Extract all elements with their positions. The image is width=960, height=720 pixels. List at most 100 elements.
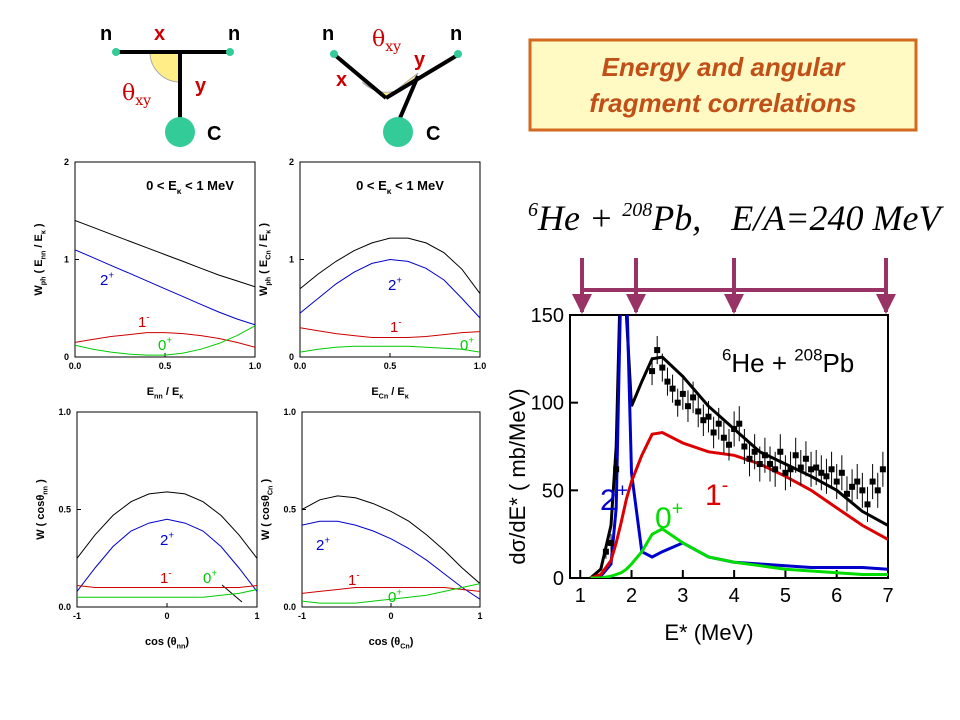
- y-tick-label: 0.5: [283, 505, 296, 515]
- label: xy: [135, 93, 151, 109]
- label: Pb,: [651, 198, 701, 238]
- data-point: [874, 487, 881, 494]
- data-point: [864, 501, 871, 508]
- text-part: W ( cosθ: [35, 495, 47, 540]
- text-part: < 1 MeV: [392, 178, 445, 193]
- y-axis-label: Wph ( ECn / Eκ ): [258, 223, 272, 296]
- angle-label: θxy: [122, 81, 151, 109]
- data-point: [608, 539, 615, 546]
- data-point: [695, 408, 702, 415]
- curve-label: 0+: [655, 498, 683, 536]
- curve-label: 0+: [203, 568, 217, 587]
- text-part: Cn: [264, 250, 272, 260]
- curve: [302, 520, 480, 600]
- text-part: nn: [39, 251, 47, 260]
- chart: -1 0 10.00.51.02+1-0+cos (θCn)W ( cosθCn ): [260, 407, 483, 650]
- y-tick-label: 0.0: [58, 602, 71, 612]
- text-part: -: [722, 475, 729, 497]
- text-part: / E: [388, 386, 405, 398]
- text-part: nn: [41, 486, 49, 495]
- text-part: ): [185, 636, 189, 648]
- data-point: [777, 448, 784, 455]
- data-point: [613, 466, 620, 473]
- curve-label: 1-: [705, 475, 728, 513]
- label: n: [450, 23, 462, 45]
- text-part: ): [35, 479, 47, 486]
- data-point: [731, 425, 738, 432]
- curve-label: 0+: [388, 587, 402, 606]
- y-tick-label: 100: [531, 393, 564, 415]
- text-part: nn: [177, 642, 186, 650]
- curve-label: 2+: [600, 480, 628, 518]
- data-point: [854, 478, 861, 485]
- curve-label: 2+: [160, 530, 174, 549]
- x-tick-label: 0: [388, 611, 393, 621]
- text-part: Cn: [266, 486, 274, 496]
- curve-label: 1-: [348, 570, 360, 589]
- text-part: 2: [600, 484, 617, 517]
- text-part: Cn: [400, 642, 410, 650]
- data-point: [700, 417, 707, 424]
- label: n: [228, 23, 240, 45]
- x-tick-label: 6: [831, 585, 842, 607]
- data-point: [797, 464, 804, 471]
- label: n: [322, 23, 334, 45]
- data-point: [818, 469, 825, 476]
- text-part: < 1 MeV: [182, 178, 235, 193]
- jacobi-diagram: n θxy n y x C: [322, 23, 462, 147]
- text-part: W ( cosθ: [260, 495, 272, 540]
- slide-title: Energy and angular: [602, 52, 847, 82]
- text-part: 1: [138, 314, 146, 331]
- text-part: +: [166, 335, 172, 346]
- label: y: [414, 49, 426, 71]
- text-part: ph: [264, 277, 272, 286]
- x-tick-label: 7: [882, 585, 893, 607]
- curve-label: 1-: [160, 568, 172, 587]
- data-point: [879, 466, 886, 473]
- data-point: [859, 487, 866, 494]
- data-point: [602, 548, 609, 555]
- curve: [75, 325, 255, 356]
- text-part: κ: [39, 230, 47, 234]
- text-part: Pb: [822, 348, 854, 378]
- chart-title: 0 < Eκ < 1 MeV: [146, 178, 234, 196]
- annotation: 6He + 208Pb: [722, 345, 854, 378]
- text-part: 208: [794, 345, 822, 364]
- x-tick-label: -1: [298, 611, 306, 621]
- y-axis-label: W ( cosθCn ): [260, 479, 274, 541]
- curve: [300, 345, 480, 353]
- text-part: ): [33, 223, 45, 230]
- title-box: [528, 38, 918, 132]
- text-part: 1: [348, 572, 356, 589]
- reaction: 6He + 208Pb, E/A=240 MeV: [528, 198, 945, 238]
- data-point: [654, 347, 661, 354]
- core: [165, 117, 195, 147]
- data-point: [710, 429, 717, 436]
- neutron: [226, 48, 234, 56]
- data-point: [690, 394, 697, 401]
- text-part: ( E: [258, 260, 270, 277]
- text-part: 1: [705, 479, 722, 512]
- y-tick-label: 1.0: [58, 407, 71, 417]
- data-point: [869, 478, 876, 485]
- text-part: cos (θ: [145, 636, 177, 648]
- data-point: [782, 469, 789, 476]
- text-part: ): [260, 479, 272, 486]
- text-part: 6: [722, 345, 731, 364]
- core: [383, 117, 413, 147]
- text-part: cos (θ: [369, 636, 401, 648]
- text-part: He +: [731, 348, 794, 378]
- x-axis-label: cos (θnn): [145, 636, 189, 650]
- chart: -1 0 10.00.51.02+1- 0+cos (θnn)W ( cosθnn ): [35, 407, 260, 650]
- label: x: [336, 69, 347, 91]
- data-point: [767, 461, 774, 468]
- label: C: [207, 123, 221, 145]
- text-part: / E: [163, 386, 180, 398]
- label: n: [100, 23, 112, 45]
- x-tick-label: 0.0: [69, 361, 82, 371]
- text-part: 2: [100, 272, 108, 289]
- text-part: ph: [39, 276, 47, 285]
- label: 208: [622, 199, 652, 221]
